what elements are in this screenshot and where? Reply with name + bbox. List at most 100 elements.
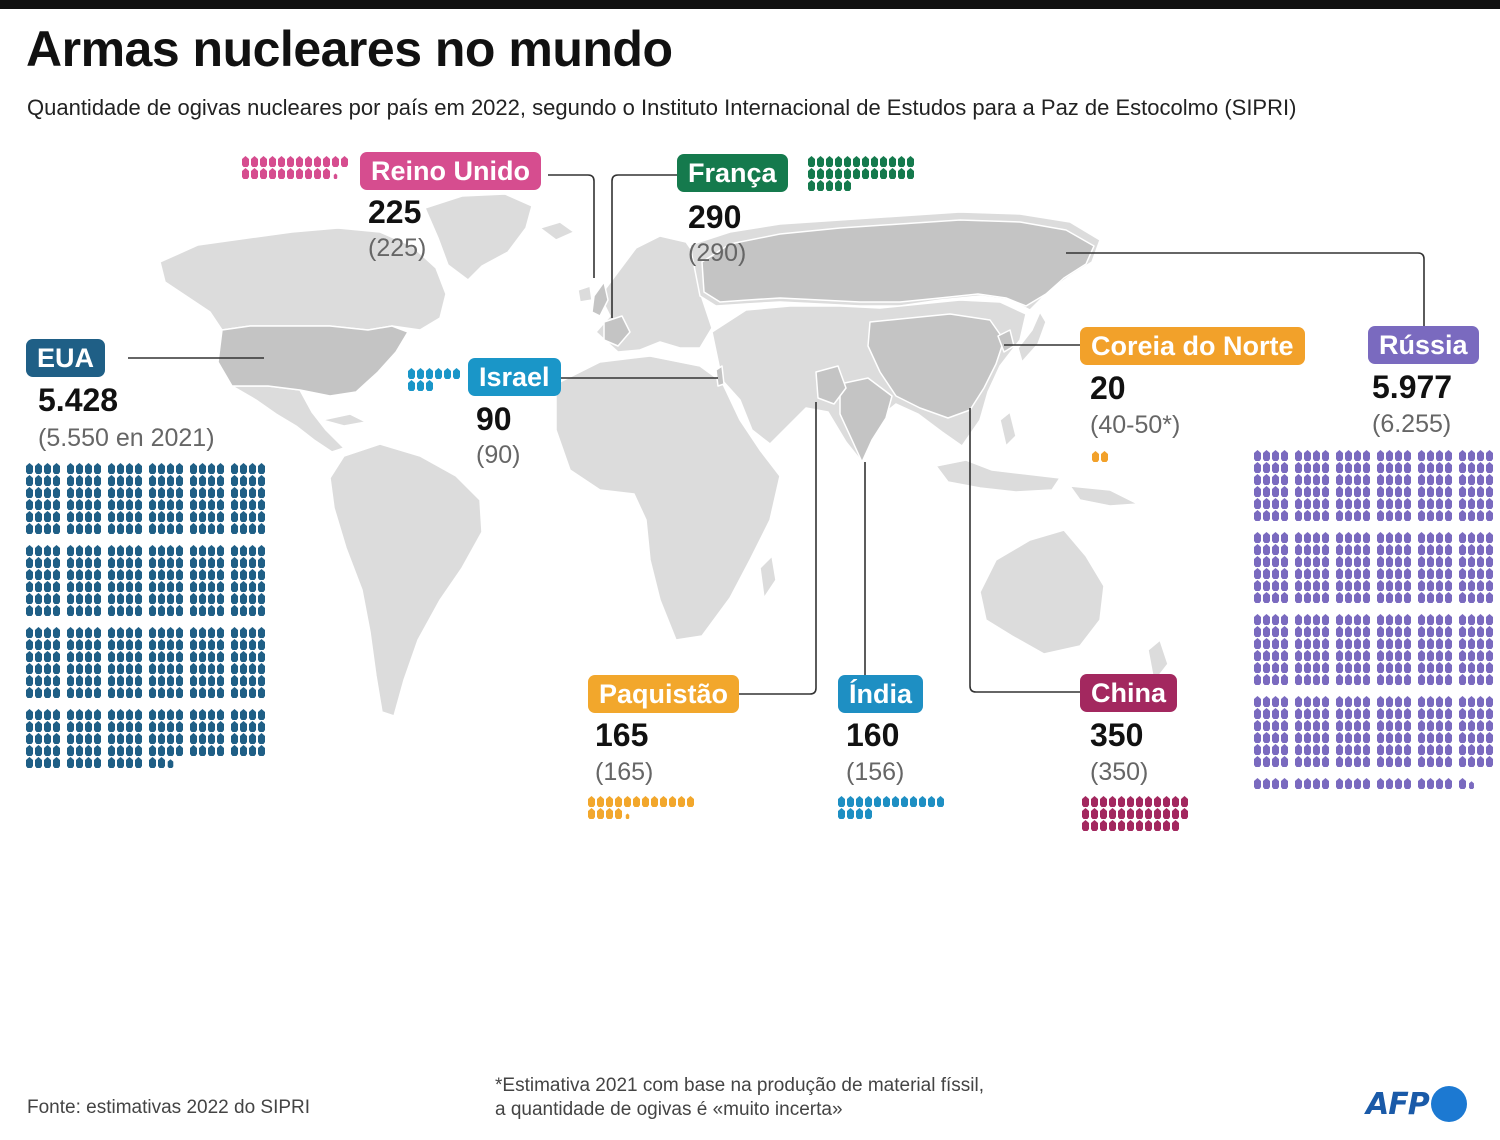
warhead-icon <box>808 156 815 167</box>
warhead-icon <box>1377 638 1384 649</box>
warhead-icon <box>1418 450 1425 461</box>
warhead-icon <box>158 523 165 534</box>
warhead-icon <box>1263 486 1270 497</box>
warhead-icon <box>94 545 101 556</box>
warhead-icon <box>826 156 833 167</box>
warhead-icon <box>1436 696 1443 707</box>
warhead-icon <box>1436 544 1443 555</box>
warhead-icon <box>76 593 83 604</box>
warhead-icon <box>1404 592 1411 603</box>
warhead-icon <box>117 663 124 674</box>
warhead-icon <box>1486 544 1493 555</box>
warhead-icon <box>1386 544 1393 555</box>
warhead-icon <box>1345 638 1352 649</box>
warhead-icon <box>1354 592 1361 603</box>
warhead-icon <box>167 557 174 568</box>
warhead-icon <box>1427 568 1434 579</box>
warhead-icon <box>249 687 256 698</box>
warhead-icon <box>258 605 265 616</box>
warhead-icon <box>158 569 165 580</box>
warhead-icon <box>249 545 256 556</box>
warhead-icon <box>1459 450 1466 461</box>
warhead-icon <box>1427 778 1434 789</box>
warhead-icon <box>85 721 92 732</box>
warhead-icon <box>898 156 905 167</box>
warhead-icon <box>135 757 142 768</box>
afp-logo: AFP <box>1366 1084 1467 1124</box>
warhead-icon <box>94 475 101 486</box>
warhead-icon <box>1468 674 1475 685</box>
warhead-icon <box>1100 808 1107 819</box>
warhead-icon <box>26 663 33 674</box>
warhead-icon <box>1272 696 1279 707</box>
warhead-icon <box>53 687 60 698</box>
warhead-icon <box>1436 474 1443 485</box>
warhead-icon <box>217 569 224 580</box>
warhead-icon <box>85 605 92 616</box>
warhead-icon <box>1418 732 1425 743</box>
warhead-icon <box>126 557 133 568</box>
warhead-icon <box>149 475 156 486</box>
warhead-icon <box>1377 450 1384 461</box>
warhead-icon <box>135 499 142 510</box>
warhead-icon <box>76 627 83 638</box>
warhead-icon <box>1477 626 1484 637</box>
warhead-icon <box>231 545 238 556</box>
warhead-icon <box>1363 720 1370 731</box>
warhead-icon <box>1091 796 1098 807</box>
warhead-icon <box>597 808 604 819</box>
warhead-icon <box>35 709 42 720</box>
warhead-icon <box>1436 732 1443 743</box>
warhead-icon <box>856 808 863 819</box>
uk-label: Reino Unido <box>360 152 541 190</box>
warhead-icon <box>249 569 256 580</box>
china-label: China <box>1080 674 1178 712</box>
warhead-icon <box>1254 474 1261 485</box>
warhead-icon <box>1118 808 1125 819</box>
warhead-icon <box>1459 626 1466 637</box>
warhead-icon <box>158 639 165 650</box>
warhead-icon <box>190 523 197 534</box>
warhead-icon <box>874 796 881 807</box>
warhead-icon <box>26 709 33 720</box>
warhead-icon <box>1395 532 1402 543</box>
warhead-icon <box>117 639 124 650</box>
warhead-icon <box>231 651 238 662</box>
warhead-icon <box>126 687 133 698</box>
warhead-icon <box>1436 498 1443 509</box>
warhead-icon <box>249 651 256 662</box>
warhead-icon <box>1163 820 1170 831</box>
warhead-icon <box>1281 450 1288 461</box>
warhead-icon <box>199 745 206 756</box>
warhead-icon <box>190 545 197 556</box>
warhead-icon <box>94 581 101 592</box>
warhead-icon <box>1404 498 1411 509</box>
warhead-icon <box>208 581 215 592</box>
warhead-icon <box>871 156 878 167</box>
warhead-icon <box>258 581 265 592</box>
warhead-icon <box>251 156 258 167</box>
warhead-icon <box>1395 474 1402 485</box>
warhead-icon <box>76 463 83 474</box>
warhead-icon <box>1272 744 1279 755</box>
india-warhead-icons <box>838 796 946 825</box>
warhead-icon <box>1313 498 1320 509</box>
warhead-icon <box>1468 532 1475 543</box>
warhead-icon <box>633 796 640 807</box>
warhead-icon <box>76 569 83 580</box>
warhead-icon <box>26 499 33 510</box>
warhead-icon <box>199 627 206 638</box>
warhead-icon <box>1354 486 1361 497</box>
france-icon-grid <box>808 156 914 191</box>
warhead-icon <box>1445 650 1452 661</box>
warhead-icon <box>1127 808 1134 819</box>
warhead-icon <box>1404 614 1411 625</box>
warhead-icon <box>588 808 595 819</box>
warhead-icon <box>199 687 206 698</box>
warhead-icon <box>1386 580 1393 591</box>
warhead-icon <box>176 463 183 474</box>
warhead-icon <box>1486 744 1493 755</box>
warhead-icon <box>1486 474 1493 485</box>
warhead-icon <box>1386 650 1393 661</box>
russia-warhead-icons <box>1254 450 1495 795</box>
